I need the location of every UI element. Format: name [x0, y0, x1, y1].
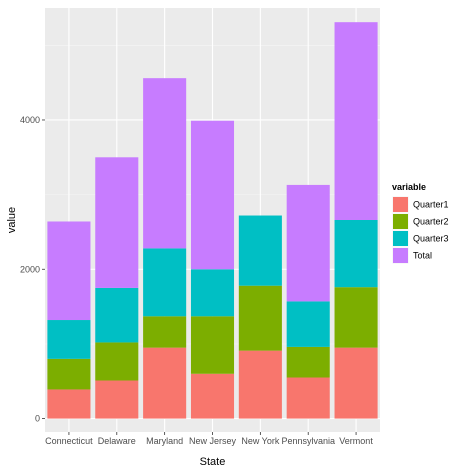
bar-total-vermont: [334, 22, 378, 220]
legend: variable Quarter1 Quarter2 Quarter3 Total: [391, 182, 449, 265]
bar-quarter3-pennsylvania: [286, 301, 330, 347]
bar-quarter1-delaware: [95, 380, 139, 419]
bar-quarter2-new-york: [238, 285, 282, 351]
legend-swatch-quarter3: [393, 231, 408, 246]
bar-quarter1-vermont: [334, 347, 378, 419]
bar-quarter1-new-york: [238, 350, 282, 419]
bar-quarter1-connecticut: [47, 389, 91, 419]
legend-label: Quarter1: [413, 200, 449, 210]
bar-total-delaware: [95, 157, 139, 288]
y-axis-title: value: [6, 207, 18, 233]
x-tick-label: Maryland: [146, 436, 183, 446]
bar-quarter3-maryland: [143, 248, 187, 317]
bar-quarter2-new-jersey: [190, 316, 235, 374]
x-axis-title: State: [200, 456, 226, 468]
bar-quarter3-new-jersey: [190, 269, 235, 317]
bar-quarter1-pennsylvania: [286, 377, 330, 419]
x-tick-label: New York: [241, 436, 280, 446]
x-tick-label: Delaware: [98, 436, 136, 446]
legend-swatch-total: [393, 248, 408, 263]
bar-quarter2-connecticut: [47, 358, 91, 390]
legend-swatch-quarter1: [393, 197, 408, 212]
y-tick-label: 4000: [20, 115, 40, 125]
x-tick-label: Pennsylvania: [281, 436, 335, 446]
bar-quarter3-connecticut: [47, 320, 91, 359]
bar-quarter2-maryland: [143, 316, 187, 348]
bar-total-new-jersey: [190, 120, 235, 270]
x-tick-label: Vermont: [339, 436, 373, 446]
y-tick-label: 2000: [20, 264, 40, 274]
legend-label: Quarter3: [413, 234, 449, 244]
x-tick-label: New Jersey: [189, 436, 237, 446]
x-axis: Connecticut Delaware Maryland New Jersey New…: [45, 432, 373, 446]
bar-quarter3-new-york: [238, 215, 282, 286]
y-tick-label: 0: [35, 414, 40, 424]
bar-total-maryland: [143, 78, 187, 249]
bars: [47, 22, 378, 419]
bar-total-pennsylvania: [286, 184, 330, 302]
bar-quarter3-vermont: [334, 220, 378, 288]
x-tick-label: Connecticut: [45, 436, 93, 446]
bar-total-connecticut: [47, 221, 91, 321]
legend-swatch-quarter2: [393, 214, 408, 229]
legend-title: variable: [392, 182, 426, 192]
bar-quarter3-delaware: [95, 287, 139, 343]
legend-label: Quarter2: [413, 217, 449, 227]
legend-label: Total: [413, 251, 432, 261]
bar-quarter2-pennsylvania: [286, 346, 330, 378]
y-axis: 0 2000 4000: [20, 115, 45, 424]
bar-quarter2-delaware: [95, 342, 139, 381]
bar-quarter2-vermont: [334, 287, 378, 348]
bar-quarter1-new-jersey: [190, 373, 235, 419]
bar-quarter1-maryland: [143, 347, 187, 419]
